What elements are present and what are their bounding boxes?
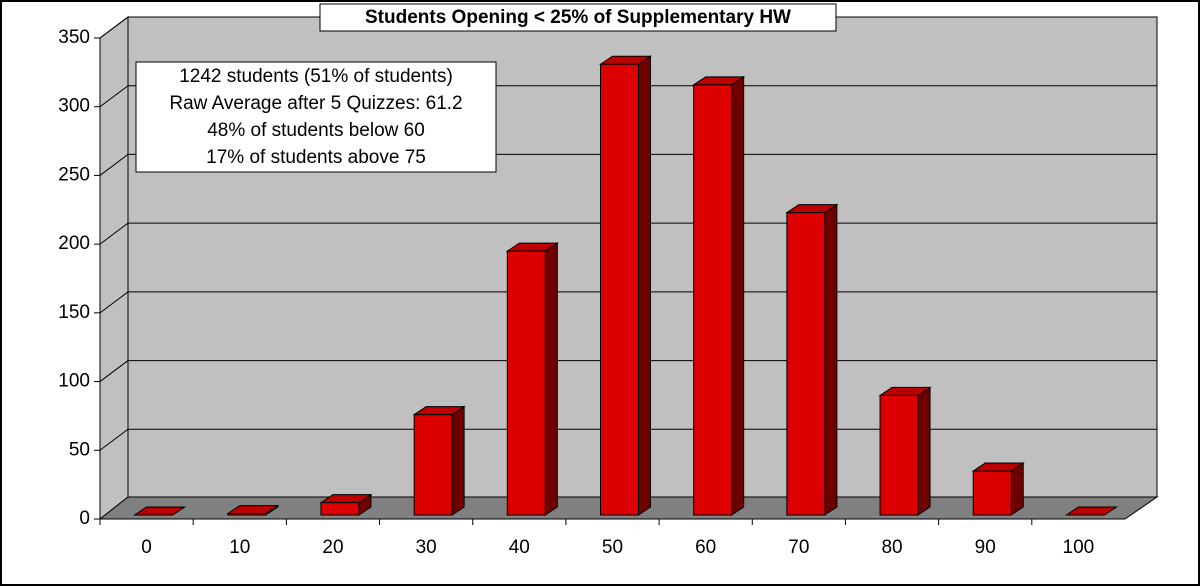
- y-tick-label: 250: [58, 164, 90, 185]
- chart-title: Students Opening < 25% of Supplementary …: [365, 7, 791, 28]
- title-box: [319, 3, 837, 32]
- bar-top: [1064, 506, 1119, 516]
- grid-line: [99, 428, 129, 451]
- side-wall: [99, 16, 129, 521]
- bar-front: [600, 63, 639, 516]
- x-tick-label: 100: [1063, 537, 1095, 558]
- bar: [598, 55, 653, 516]
- bar: [226, 504, 280, 516]
- y-tick-label: 150: [58, 302, 90, 323]
- bar-front: [879, 394, 919, 516]
- bar: [878, 386, 932, 516]
- bar-side: [731, 75, 745, 516]
- bars: [132, 55, 1119, 516]
- bar-side: [451, 405, 465, 516]
- bar-front: [413, 414, 453, 516]
- annotation: 1242 students (51% of students): [179, 66, 453, 87]
- bar-side: [638, 55, 651, 516]
- grid-line: [99, 154, 129, 176]
- annotation-box: [135, 61, 497, 173]
- bar: [505, 242, 559, 516]
- bar: [692, 75, 746, 516]
- x-tick-label: 40: [509, 537, 530, 558]
- x-tick-label: 10: [229, 537, 250, 558]
- bar: [785, 203, 839, 516]
- bar-top: [132, 506, 187, 516]
- grid-line: [99, 360, 129, 382]
- x-tick-label: 70: [788, 537, 809, 558]
- y-tick-label: 300: [58, 96, 90, 117]
- y-tick-label: 100: [58, 371, 90, 392]
- bar: [1064, 506, 1119, 516]
- grid-line: [99, 291, 129, 314]
- bar-side: [1010, 462, 1024, 516]
- x-tick-label: 80: [881, 537, 902, 558]
- bar: [971, 462, 1025, 516]
- bar: [319, 493, 373, 516]
- bar-front: [972, 470, 1012, 516]
- x-tick-label: 0: [141, 537, 152, 558]
- grid-line: [99, 85, 129, 108]
- x-tick-label: 50: [602, 537, 623, 558]
- bar: [132, 506, 187, 516]
- y-tick-label: 0: [79, 508, 90, 529]
- y-tick-label: 200: [58, 233, 90, 254]
- bar-front: [693, 84, 733, 516]
- y-tick-label: 50: [69, 439, 90, 460]
- bar-front: [786, 212, 826, 516]
- x-tick-label: 60: [695, 537, 716, 558]
- annotation: 17% of students above 75: [206, 147, 426, 168]
- grid-line: [99, 222, 129, 245]
- x-tick-label: 30: [416, 537, 437, 558]
- bar-front: [320, 502, 360, 516]
- bar-side: [917, 386, 931, 516]
- x-tick-label: 90: [975, 537, 996, 558]
- bar: [412, 405, 466, 516]
- bar-side: [544, 242, 558, 516]
- grid-line: [99, 16, 129, 39]
- bar-front: [227, 513, 267, 516]
- x-tick-label: 20: [322, 537, 343, 558]
- y-tick-label: 350: [58, 27, 90, 48]
- annotation: Raw Average after 5 Quizzes: 61.2: [169, 93, 462, 114]
- annotation: 48% of students below 60: [207, 120, 425, 141]
- bar-front: [506, 250, 546, 516]
- bar-side: [824, 203, 838, 516]
